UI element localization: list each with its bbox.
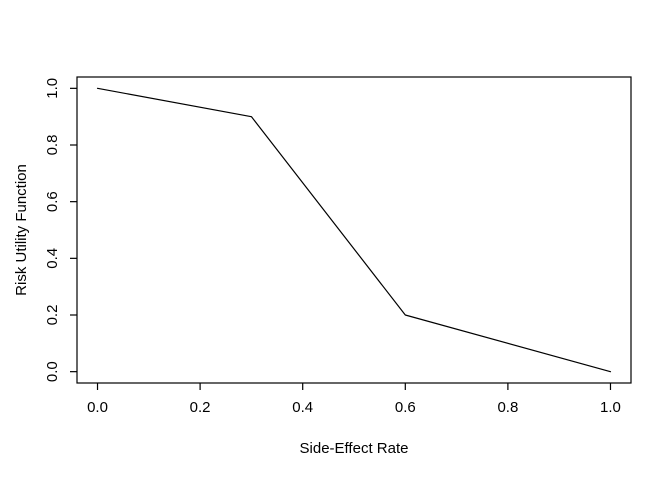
y-axis-tick-label: 1.0	[44, 78, 61, 99]
x-axis-title: Side-Effect Rate	[300, 440, 409, 457]
y-axis-title: Risk Utility Function	[13, 164, 30, 296]
x-axis-tick-label: 0.4	[292, 399, 313, 416]
y-axis-tick-label: 0.6	[44, 191, 61, 212]
x-axis-tick-label: 0.2	[190, 399, 211, 416]
x-axis-tick-label: 0.8	[497, 399, 518, 416]
x-axis-tick-label: 0.6	[395, 399, 416, 416]
x-axis-tick-label: 1.0	[600, 399, 621, 416]
plot-box	[76, 76, 632, 384]
y-axis-tick-label: 0.4	[44, 248, 61, 269]
y-axis-tick-label: 0.0	[44, 361, 61, 382]
x-axis-tick-label: 0.0	[87, 399, 108, 416]
data-line	[96, 87, 612, 373]
y-axis-tick-label: 0.2	[44, 305, 61, 326]
y-axis-tick-label: 0.8	[44, 135, 61, 156]
